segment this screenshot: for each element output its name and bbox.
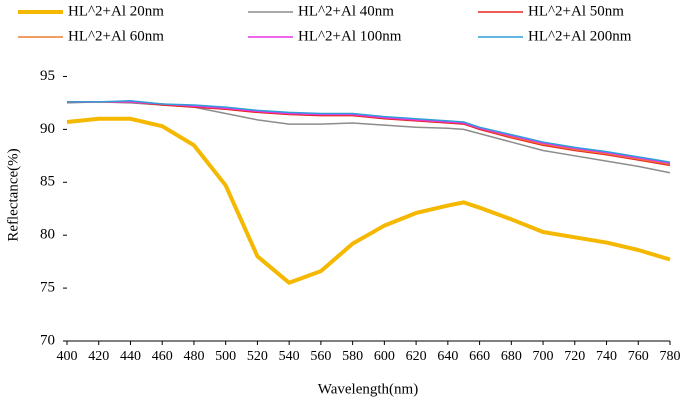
y-tick-label: 70	[40, 332, 55, 348]
x-tick-label: 600	[374, 349, 395, 364]
legend-label: HL^2+Al 100nm	[298, 28, 402, 44]
x-tick-label: 540	[279, 349, 300, 364]
line-series	[66, 101, 671, 174]
line-series	[67, 101, 671, 167]
legend-label: HL^2+Al 200nm	[528, 28, 632, 44]
x-tick-label: 460	[152, 349, 173, 364]
line-series	[66, 116, 671, 285]
x-tick-label: 660	[469, 349, 490, 364]
y-tick-label: 80	[40, 227, 55, 243]
line-series	[67, 101, 671, 166]
x-tick-label: 700	[533, 349, 554, 364]
x-tick-label: 500	[215, 349, 236, 364]
x-tick-label: 440	[120, 349, 141, 364]
x-tick-label: 640	[437, 349, 458, 364]
legend-label: HL^2+Al 50nm	[528, 3, 624, 19]
x-tick-label: 720	[564, 349, 585, 364]
x-tick-label: 760	[628, 349, 649, 364]
y-tick-label: 90	[40, 121, 55, 137]
x-tick-label: 480	[183, 349, 204, 364]
y-axis-label: Reflectance(%)	[5, 148, 21, 241]
x-tick-label: 560	[310, 349, 331, 364]
x-tick-label: 400	[57, 349, 78, 364]
x-tick-label: 580	[342, 349, 363, 364]
x-tick-label: 780	[660, 349, 681, 364]
x-tick-label: 620	[406, 349, 427, 364]
x-tick-label: 520	[247, 349, 268, 364]
line-series	[67, 101, 671, 164]
x-tick-label: 680	[501, 349, 522, 364]
y-tick-label: 95	[40, 68, 55, 84]
legend-label: HL^2+Al 60nm	[68, 28, 164, 44]
legend-label: HL^2+Al 20nm	[68, 3, 164, 19]
x-tick-label: 420	[88, 349, 109, 364]
line-series	[67, 100, 671, 163]
x-axis-label: Wavelength(nm)	[318, 381, 418, 397]
y-tick-label: 75	[40, 280, 55, 296]
y-tick-label: 85	[40, 174, 55, 190]
x-tick-label: 740	[596, 349, 617, 364]
legend-label: HL^2+Al 40nm	[298, 3, 394, 19]
